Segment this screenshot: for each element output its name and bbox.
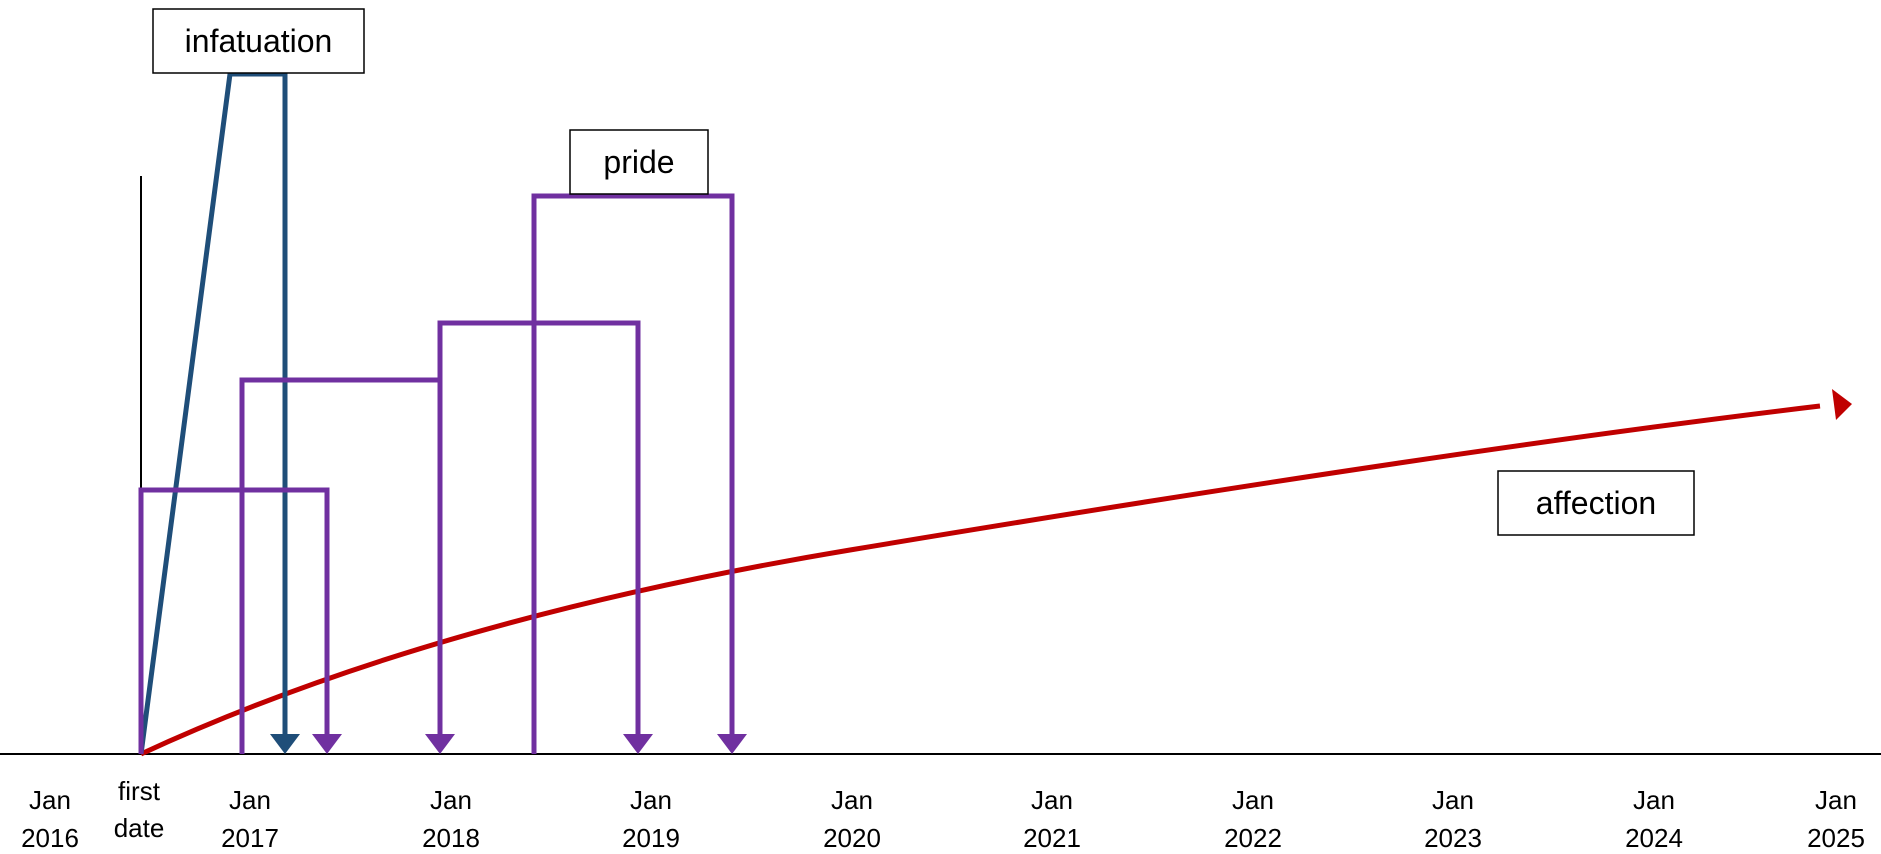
pride-arrowhead-4 xyxy=(717,734,747,754)
tick-label-6-line2: 2021 xyxy=(1023,823,1081,853)
affection-arrowhead xyxy=(1832,389,1852,420)
tick-label-1-line2: date xyxy=(114,813,165,843)
affection-label-box xyxy=(1497,470,1695,536)
infatuation-arrowhead xyxy=(270,734,300,754)
tick-label-9-line2: 2024 xyxy=(1625,823,1683,853)
tick-label-3-line2: 2018 xyxy=(422,823,480,853)
infatuation-label: infatuation xyxy=(185,23,333,59)
pride-arrowhead-1 xyxy=(312,734,342,754)
tick-label-10-line2: 2025 xyxy=(1807,823,1865,853)
pride-label: pride xyxy=(603,144,674,180)
tick-label-10-line1: Jan xyxy=(1815,785,1857,815)
tick-label-9-line1: Jan xyxy=(1633,785,1675,815)
tick-label-8-line1: Jan xyxy=(1432,785,1474,815)
infatuation-label-box xyxy=(152,8,365,74)
tick-label-7-line2: 2022 xyxy=(1224,823,1282,853)
tick-label-4-line2: 2019 xyxy=(622,823,680,853)
pride-bracket-1 xyxy=(138,487,330,754)
tick-label-6-line1: Jan xyxy=(1031,785,1073,815)
affection-curve xyxy=(139,403,1821,757)
tick-label-0-line2: 2016 xyxy=(21,823,79,853)
tick-label-8-line2: 2023 xyxy=(1424,823,1482,853)
tick-label-7-line1: Jan xyxy=(1232,785,1274,815)
pride-bracket-3 xyxy=(437,320,641,736)
infatuation-path xyxy=(138,71,288,755)
tick-label-3-line1: Jan xyxy=(430,785,472,815)
tick-label-4-line1: Jan xyxy=(630,785,672,815)
pride-arrowhead-2 xyxy=(425,734,455,754)
affection-label: affection xyxy=(1536,485,1656,521)
tick-label-1-line1: first xyxy=(118,776,161,806)
pride-arrowheads xyxy=(312,734,747,754)
tick-label-5-line2: 2020 xyxy=(823,823,881,853)
pride-label-box xyxy=(569,129,709,195)
pride-brackets xyxy=(138,193,735,754)
tick-label-0-line1: Jan xyxy=(29,785,71,815)
tick-label-2-line2: 2017 xyxy=(221,823,279,853)
tick-labels: Jan 2016 first date Jan 2017 Jan 2018 Ja… xyxy=(21,776,1865,853)
pride-arrowhead-3 xyxy=(623,734,653,754)
pride-bracket-4 xyxy=(531,193,735,754)
tick-label-2-line1: Jan xyxy=(229,785,271,815)
tick-label-5-line1: Jan xyxy=(831,785,873,815)
